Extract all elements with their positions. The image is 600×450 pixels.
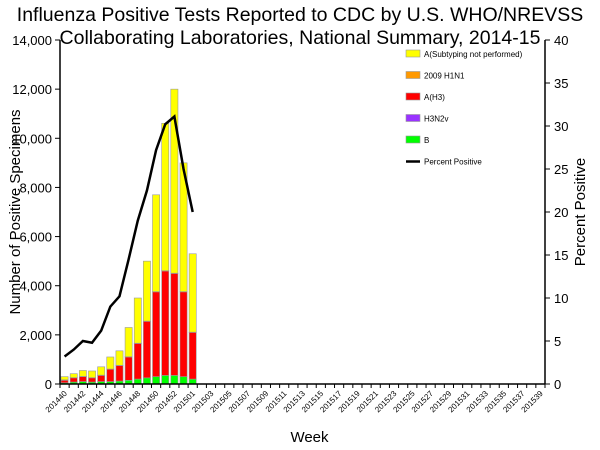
y2-axis-label: Percent Positive	[572, 158, 589, 266]
y2-tick-label: 5	[554, 334, 561, 349]
y-axis-label: Number of Positive Specimens	[7, 109, 24, 314]
x-axis-label: Week	[290, 429, 329, 446]
y2-tick-label: 15	[554, 248, 568, 263]
legend-swatch	[405, 92, 421, 101]
bar-segment	[106, 368, 115, 382]
legend-swatch	[405, 49, 421, 58]
legend-label: 2009 H1N1	[424, 72, 465, 81]
legend-label: A(H3)	[424, 93, 445, 102]
percent-positive-line	[63, 114, 194, 358]
legend-label: Percent Positive	[424, 158, 482, 167]
legend-swatch	[405, 135, 421, 144]
y2-tick-label: 25	[554, 162, 568, 177]
bar-segment	[143, 321, 151, 379]
bar-segment	[124, 327, 133, 358]
y2-tick-label: 0	[554, 377, 561, 392]
bar-segment	[88, 370, 96, 378]
bar-segment	[97, 366, 106, 376]
bar-segment	[79, 370, 87, 377]
bar-segment	[188, 253, 197, 333]
y-tick-label: 4,000	[19, 279, 52, 294]
bar-segment	[133, 343, 142, 380]
legend-swatch	[405, 114, 421, 122]
y2-tick-label: 30	[554, 119, 568, 134]
chart-title-line-1: Influenza Positive Tests Reported to CDC…	[16, 4, 584, 26]
bar-segment	[161, 375, 170, 385]
chart-title-line-2: Collaborating Laboratories, National Sum…	[59, 27, 541, 49]
legend-label: B	[424, 136, 429, 145]
bar-segment	[143, 260, 151, 322]
bar-segment	[161, 270, 170, 376]
bar-segment	[152, 376, 160, 385]
bar-segment	[170, 88, 179, 274]
bar-segment	[170, 375, 179, 385]
y-tick-label: 2,000	[19, 328, 52, 343]
bar-segment	[69, 373, 78, 378]
bar-segment	[143, 377, 151, 385]
bar-segment	[152, 194, 160, 292]
y-tick-label: 14,000	[12, 33, 52, 48]
y-tick-label: 10,000	[12, 131, 52, 146]
bar-segment	[188, 332, 197, 380]
bar-segment	[179, 291, 188, 377]
bar-segment	[115, 365, 124, 382]
bar-segment	[88, 377, 96, 383]
legend-label: H3N2v	[424, 115, 448, 124]
bar-segment	[133, 297, 142, 344]
bar-segment	[60, 380, 69, 384]
bar-segment	[115, 350, 124, 366]
y-tick-label: 8,000	[19, 180, 52, 195]
bar-segment	[97, 375, 106, 382]
y-tick-label: 6,000	[19, 230, 52, 245]
bar-segment	[69, 377, 78, 383]
bar-segment	[60, 376, 69, 381]
bar-segment	[106, 356, 115, 370]
y-tick-label: 0	[45, 377, 52, 392]
y-tick-label: 12,000	[12, 82, 52, 97]
bar-segment	[152, 291, 160, 377]
y2-tick-label: 35	[554, 76, 568, 91]
y2-tick-label: 10	[554, 291, 568, 306]
bar-segment	[79, 376, 87, 382]
bar-segment	[124, 356, 133, 381]
bar-segment	[179, 376, 188, 385]
legend-swatch	[405, 71, 421, 79]
legend-label: A(Subtyping not performed)	[424, 50, 523, 59]
y2-tick-label: 20	[554, 205, 568, 220]
bar-segment	[161, 122, 170, 272]
y2-tick-label: 40	[554, 33, 568, 48]
bar-segment	[170, 273, 179, 376]
